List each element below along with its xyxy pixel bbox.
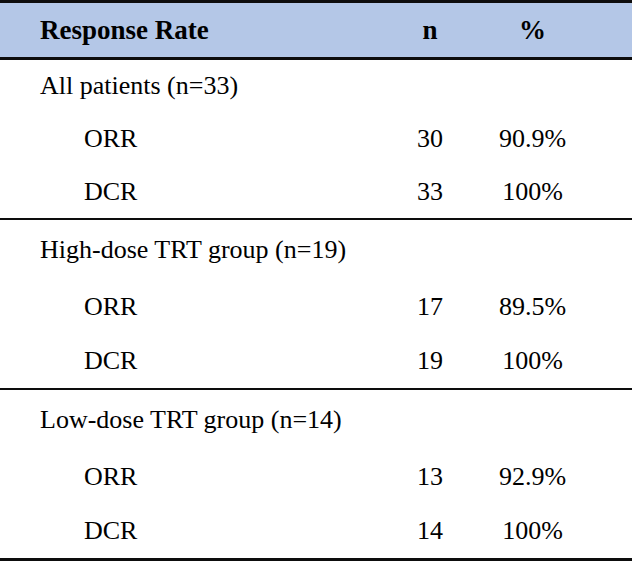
n-value: 30 (385, 112, 475, 166)
table-row-dcr-all: DCR 33 100% (0, 166, 632, 219)
response-rate-table: Response Rate n % All patients (n=33) OR… (0, 0, 632, 561)
n-value: 13 (385, 450, 475, 504)
row-spacer (590, 112, 632, 166)
percent-value: 100% (475, 334, 590, 389)
percent-value: 92.9% (475, 450, 590, 504)
n-value: 14 (385, 504, 475, 560)
n-value: 19 (385, 334, 475, 389)
table-header-row: Response Rate n % (0, 2, 632, 59)
group-label: High-dose TRT group (n=19) (0, 219, 632, 280)
table-row-orr-all: ORR 30 90.9% (0, 112, 632, 166)
n-value: 33 (385, 166, 475, 219)
metric-label: DCR (0, 334, 385, 389)
metric-label: ORR (0, 450, 385, 504)
metric-label: DCR (0, 166, 385, 219)
n-value: 17 (385, 280, 475, 334)
table-row-dcr-high: DCR 19 100% (0, 334, 632, 389)
header-response-rate: Response Rate (0, 2, 385, 59)
row-spacer (590, 334, 632, 389)
table-row-orr-low: ORR 13 92.9% (0, 450, 632, 504)
group-row-high-dose: High-dose TRT group (n=19) (0, 219, 632, 280)
row-spacer (590, 504, 632, 560)
group-label: All patients (n=33) (0, 59, 632, 113)
table-row-dcr-low: DCR 14 100% (0, 504, 632, 560)
metric-label: ORR (0, 112, 385, 166)
group-row-all-patients: All patients (n=33) (0, 59, 632, 113)
group-row-low-dose: Low-dose TRT group (n=14) (0, 389, 632, 450)
percent-value: 90.9% (475, 112, 590, 166)
table-row-orr-high: ORR 17 89.5% (0, 280, 632, 334)
percent-value: 100% (475, 166, 590, 219)
header-spacer (590, 2, 632, 59)
group-label: Low-dose TRT group (n=14) (0, 389, 632, 450)
percent-value: 89.5% (475, 280, 590, 334)
percent-value: 100% (475, 504, 590, 560)
row-spacer (590, 166, 632, 219)
header-n: n (385, 2, 475, 59)
row-spacer (590, 450, 632, 504)
metric-label: DCR (0, 504, 385, 560)
row-spacer (590, 280, 632, 334)
header-percent: % (475, 2, 590, 59)
metric-label: ORR (0, 280, 385, 334)
